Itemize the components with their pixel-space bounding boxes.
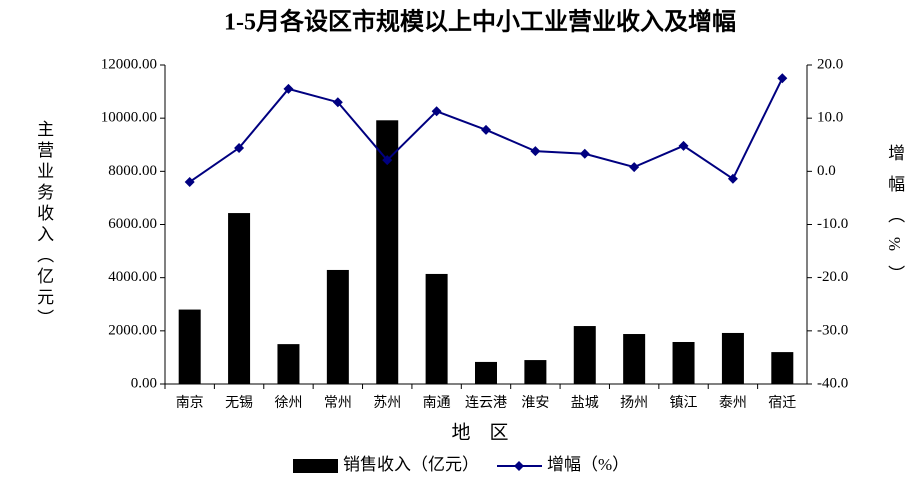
bar [178, 309, 201, 384]
y-tick-label: 8000.00 [108, 163, 157, 179]
y2-tick-label: 0.0 [817, 163, 836, 179]
y2-tick-label: 20.0 [817, 56, 843, 72]
x-tick-label: 常州 [324, 395, 352, 411]
y2-tick-label: 10.0 [817, 110, 843, 126]
x-tick-label: 扬州 [620, 395, 648, 411]
x-tick-label: 徐州 [274, 395, 302, 411]
marker [530, 146, 541, 157]
x-tick-label: 宿迁 [768, 394, 796, 411]
bar [721, 332, 744, 384]
marker [184, 176, 195, 187]
bar [326, 269, 349, 384]
marker [777, 73, 788, 84]
y-tick-label: 4000.00 [108, 269, 157, 285]
bar [425, 273, 448, 384]
bar [376, 120, 399, 384]
x-axis-title: 地 区 [451, 421, 508, 443]
marker [234, 142, 245, 153]
bar [771, 352, 794, 384]
legend-label: 增幅（%） [547, 455, 629, 474]
x-tick-label: 南京 [176, 395, 204, 411]
x-tick-label: 苏州 [373, 395, 401, 411]
marker [382, 155, 393, 166]
y-tick-label: 2000.00 [108, 322, 157, 338]
x-tick-label: 南通 [423, 395, 451, 411]
marker [579, 148, 590, 159]
bar [475, 361, 497, 384]
x-tick-label: 连云港 [465, 395, 507, 411]
x-tick-label: 无锡 [225, 395, 253, 411]
y-tick-label: 10000.00 [101, 110, 157, 126]
y2-tick-label: -30.0 [817, 322, 848, 338]
bar [524, 360, 547, 384]
x-tick-label: 镇江 [670, 395, 698, 411]
marker [481, 124, 491, 135]
marker [629, 162, 640, 173]
bar [573, 326, 596, 384]
y2-tick-label: -40.0 [817, 375, 848, 391]
bar [277, 344, 300, 384]
legend-swatch [514, 461, 524, 471]
bar [228, 213, 251, 384]
y2-tick-label: -10.0 [817, 216, 848, 232]
chart-title: 1-5月各设区市规模以上中小工业营业收入及增幅 [224, 8, 736, 36]
y-tick-label: 12000.00 [101, 56, 157, 72]
marker [678, 140, 689, 151]
y2-axis-title: 增幅（%） [885, 144, 905, 296]
marker [283, 83, 294, 94]
legend-swatch [293, 459, 338, 473]
x-tick-label: 淮安 [521, 395, 549, 411]
marker [431, 106, 442, 117]
x-tick-label: 泰州 [719, 395, 747, 411]
x-tick-label: 盐城 [571, 395, 599, 411]
legend-label: 销售收入（亿元） [343, 455, 479, 474]
y-tick-label: 0.00 [131, 375, 157, 391]
y-axis-title: 主营业务收入（亿元） [34, 120, 54, 330]
y2-tick-label: -20.0 [817, 269, 848, 285]
bar [672, 341, 695, 384]
marker [727, 173, 738, 184]
marker [332, 97, 343, 108]
bar [623, 334, 646, 384]
y-tick-label: 6000.00 [108, 216, 157, 232]
